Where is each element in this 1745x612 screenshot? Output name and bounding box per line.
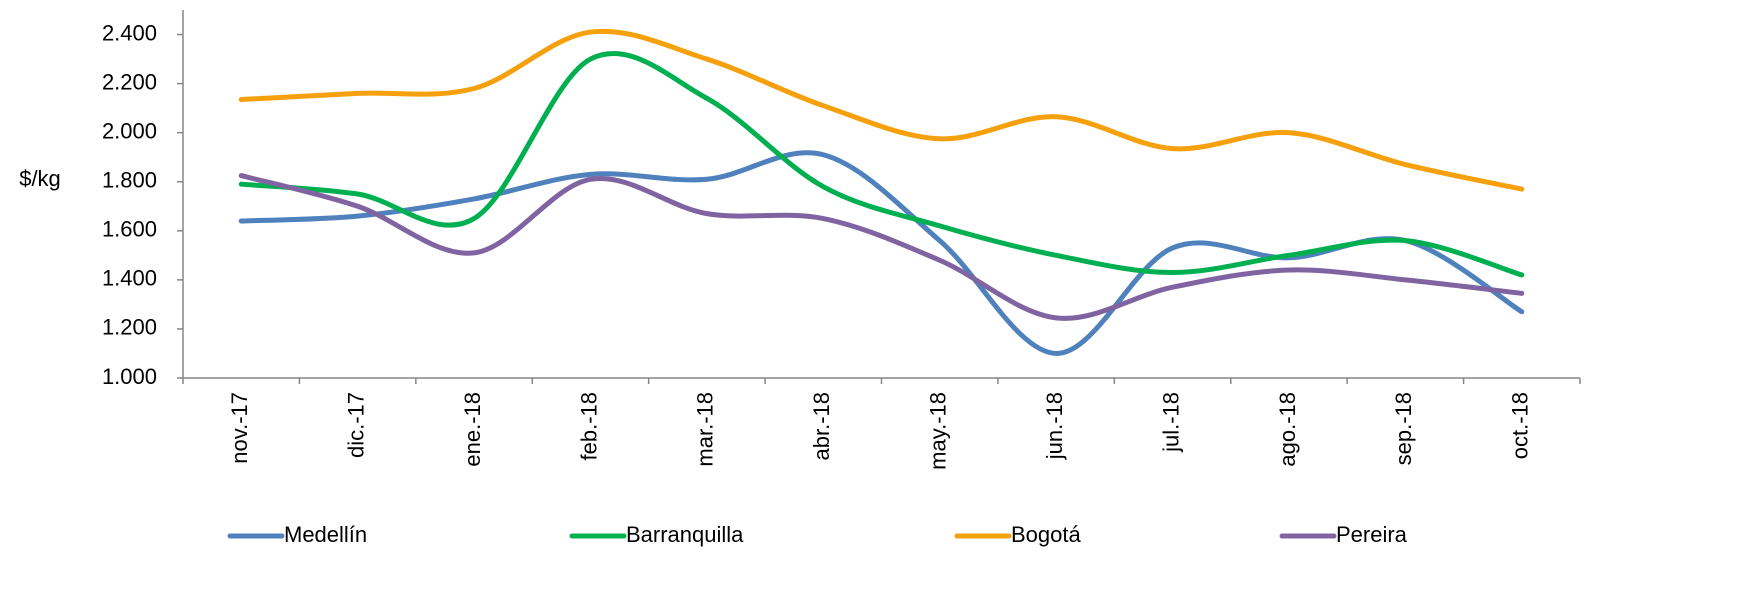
y-tick-label: 1.800 — [102, 168, 157, 193]
y-tick-label: 1.600 — [102, 217, 157, 242]
y-tick-label: 2.000 — [102, 118, 157, 143]
x-tick-label: dic.-17 — [343, 392, 368, 458]
x-tick-label: ago.-18 — [1275, 392, 1300, 467]
x-tick-label: mar.-18 — [693, 392, 718, 467]
y-axis-label: $/kg — [19, 166, 61, 191]
x-tick-label: nov.-17 — [227, 392, 252, 464]
x-tick-label: sep.-18 — [1391, 392, 1416, 465]
legend-label: Medellín — [284, 522, 367, 547]
y-tick-label: 1.200 — [102, 315, 157, 340]
x-tick-label: jun.-18 — [1042, 392, 1067, 460]
line-series — [238, 51, 1525, 278]
y-tick-label: 1.400 — [102, 266, 157, 291]
legend-label: Bogotá — [1011, 522, 1081, 547]
x-tick-label: may.-18 — [926, 392, 951, 470]
x-tick-label: ene.-18 — [460, 392, 485, 467]
y-tick-label: 1.000 — [102, 364, 157, 389]
x-tick-label: feb.-18 — [576, 392, 601, 461]
y-tick-label: 2.200 — [102, 69, 157, 94]
line-series — [238, 150, 1525, 356]
y-tick-label: 2.400 — [102, 20, 157, 45]
legend-label: Barranquilla — [626, 522, 744, 547]
line-series — [238, 28, 1525, 192]
line-series — [238, 173, 1525, 321]
x-tick-label: oct.-18 — [1508, 392, 1533, 459]
legend-label: Pereira — [1336, 522, 1408, 547]
x-tick-label: jul.-18 — [1158, 392, 1183, 453]
x-tick-label: abr.-18 — [809, 392, 834, 461]
